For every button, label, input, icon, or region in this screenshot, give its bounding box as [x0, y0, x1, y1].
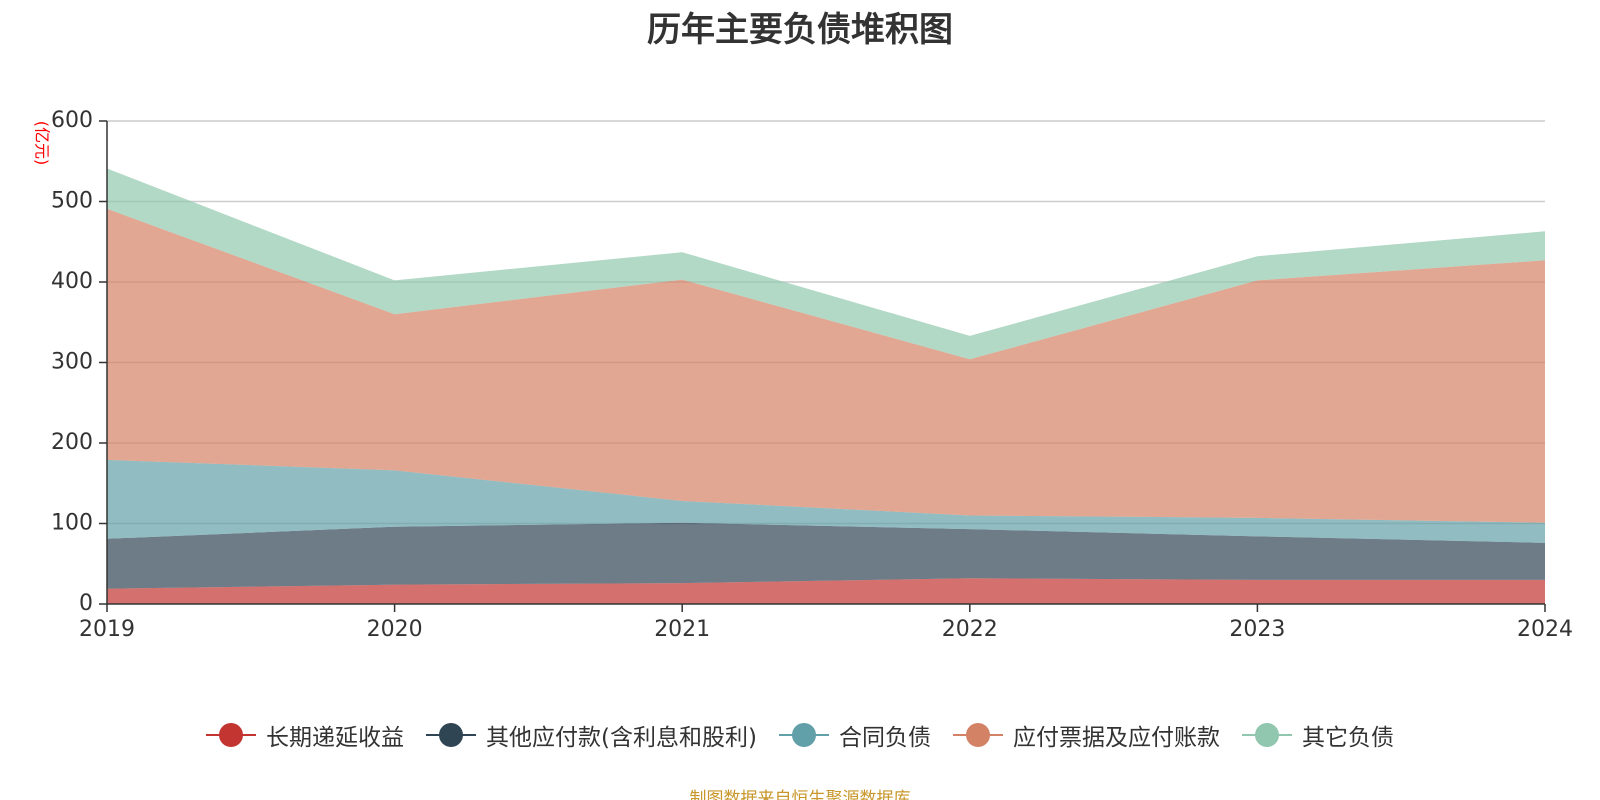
x-tick-label: 2022: [942, 617, 998, 642]
legend-item[interactable]: 应付票据及应付账款: [952, 718, 1220, 752]
legend-label: 其它负债: [1301, 725, 1394, 751]
area-layer: [107, 168, 1545, 604]
source-note: 制图数据来自恒生聚源数据库: [689, 789, 911, 800]
y-tick-label: 300: [51, 350, 93, 375]
legend-marker-dot: [219, 723, 244, 747]
legend-item[interactable]: 其他应付款(含利息和股利): [426, 718, 757, 752]
legend-label: 长期递延收益: [266, 725, 405, 751]
legend-marker-dot: [965, 723, 990, 747]
legend-item[interactable]: 长期递延收益: [206, 718, 404, 752]
chart-plot: 0 100 200 300 400 500 600 2019 2020 2021 2022 2023 2…: [33, 108, 1574, 642]
x-tick-label: 2024: [1517, 617, 1573, 642]
area-series-4[interactable]: [107, 168, 1545, 360]
legend-marker-dot: [791, 723, 816, 747]
legend-item[interactable]: 其它负债: [1241, 718, 1394, 752]
x-tick-label: 2021: [654, 617, 710, 642]
legend-label: 合同负债: [838, 725, 931, 751]
legend-marker-icon: [206, 722, 257, 748]
x-tick-label: 2020: [367, 617, 423, 642]
legend-marker-icon: [778, 722, 829, 748]
y-tick-label: 600: [51, 108, 93, 133]
area-series-1[interactable]: [107, 522, 1545, 589]
legend-label: 应付票据及应付账款: [1012, 725, 1220, 751]
y-tick-label: 100: [51, 511, 93, 536]
legend-marker-icon: [1241, 722, 1292, 748]
chart-title: 历年主要负债堆积图: [647, 10, 953, 50]
legend-label: 其他应付款(含利息和股利): [486, 725, 757, 751]
legend-marker-dot: [439, 723, 464, 747]
y-tick-label: 200: [51, 430, 93, 455]
axis-layer: 0 100 200 300 400 500 600 2019 2020 2021 2022 2023 2…: [51, 108, 1573, 642]
legend-marker-dot: [1254, 723, 1279, 747]
area-series-3[interactable]: [107, 208, 1545, 523]
x-tick-label: 2023: [1229, 617, 1285, 642]
legend-marker-icon: [952, 722, 1003, 748]
area-series-0[interactable]: [107, 578, 1545, 604]
y-tick-label: 0: [79, 591, 93, 616]
chart-legend: 长期递延收益 其他应付款(含利息和股利) 合同负债 应付票据及应付账款 其它负债: [0, 718, 1600, 752]
y-tick-label: 500: [51, 189, 93, 214]
y-axis-unit-label: (亿元): [33, 121, 52, 166]
x-tick-label: 2019: [79, 617, 135, 642]
legend-item[interactable]: 合同负债: [778, 718, 931, 752]
legend-marker-icon: [426, 722, 477, 748]
area-series-2[interactable]: [107, 459, 1545, 543]
y-tick-label: 400: [51, 269, 93, 294]
